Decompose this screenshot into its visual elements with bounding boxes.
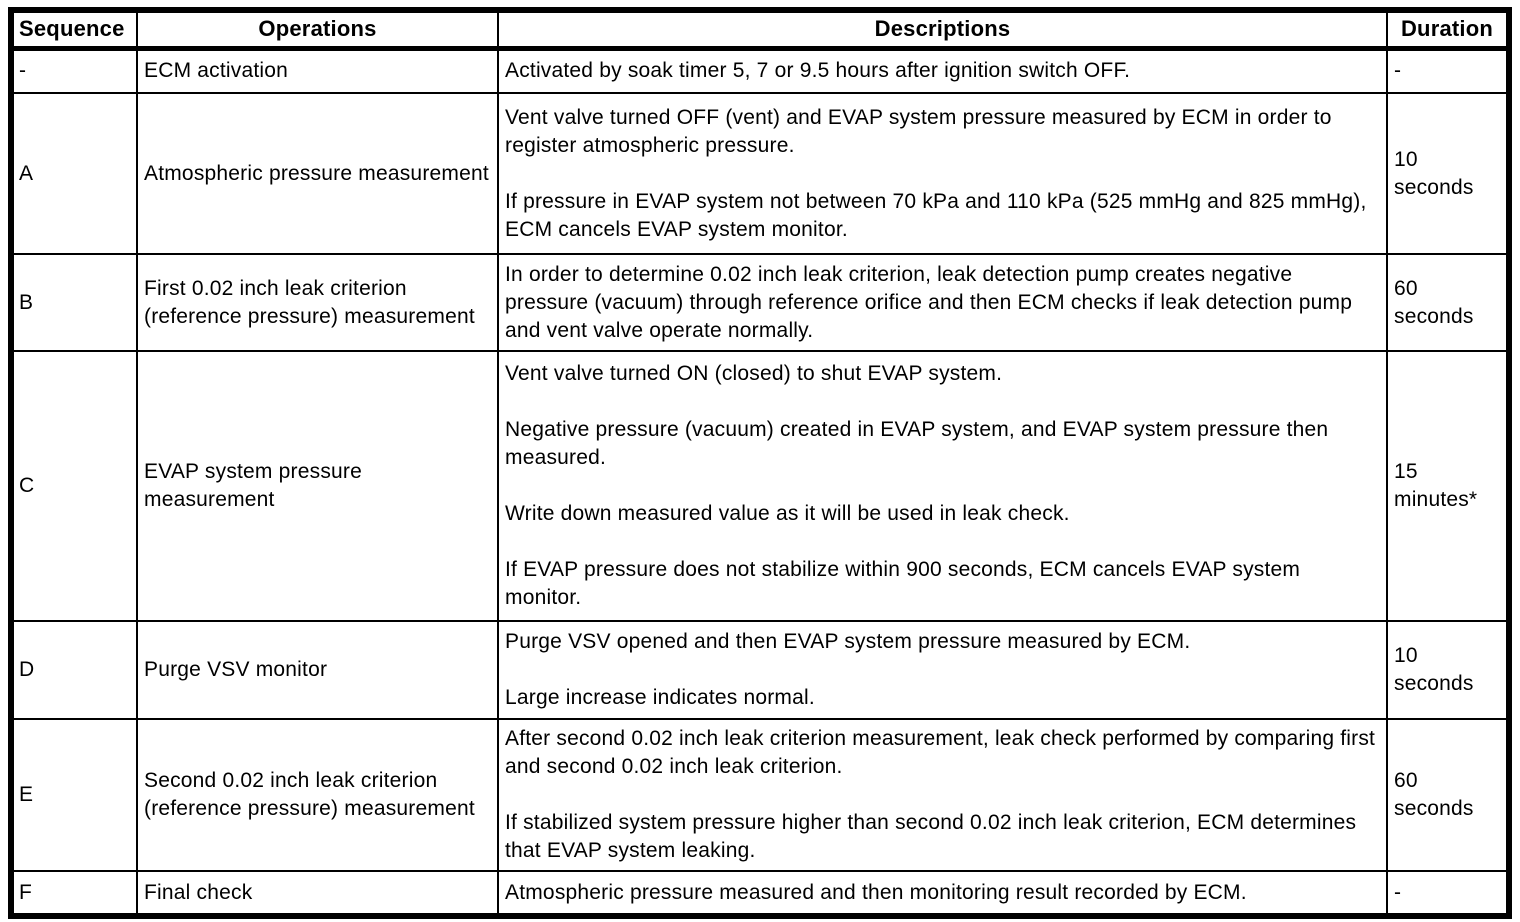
description-paragraph: Negative pressure (vacuum) created in EV… [505, 418, 1329, 469]
sequence-cell: B [10, 253, 138, 352]
duration-cell: 10 seconds [1386, 620, 1510, 720]
descriptions-cell: Vent valve turned ON (closed) to shut EV… [497, 350, 1388, 622]
sequence-cell: C [10, 350, 138, 622]
column-header-duration: Duration [1386, 9, 1510, 51]
column-header-descriptions: Descriptions [497, 9, 1388, 51]
operations-cell: Purge VSV monitor [136, 620, 499, 720]
description-paragraph: Atmospheric pressure measured and then m… [505, 880, 1247, 904]
operations-cell: Second 0.02 inch leak criterion (referen… [136, 718, 499, 872]
descriptions-cell: In order to determine 0.02 inch leak cri… [497, 253, 1388, 352]
duration-cell: 15 minutes* [1386, 350, 1510, 622]
table-row: - ECM activation Activated by soak timer… [10, 47, 1510, 94]
header-row: Sequence Operations Descriptions Duratio… [10, 9, 1510, 51]
column-header-sequence: Sequence [10, 9, 138, 51]
sequence-cell: F [10, 870, 138, 917]
description-paragraph: In order to determine 0.02 inch leak cri… [505, 262, 1353, 342]
operations-cell: Atmospheric pressure measurement [136, 92, 499, 255]
descriptions-cell: Purge VSV opened and then EVAP system pr… [497, 620, 1388, 720]
column-header-operations: Operations [136, 9, 499, 51]
description-paragraph: Large increase indicates normal. [505, 686, 815, 709]
description-paragraph: Purge VSV opened and then EVAP system pr… [505, 630, 1191, 653]
sequence-cell: E [10, 718, 138, 872]
descriptions-cell: Activated by soak timer 5, 7 or 9.5 hour… [497, 47, 1388, 94]
duration-cell: 10 seconds [1386, 92, 1510, 255]
description-paragraph: Write down measured value as it will be … [505, 502, 1070, 525]
table-row: F Final check Atmospheric pressure measu… [10, 870, 1510, 917]
evap-monitor-sequence-table: Sequence Operations Descriptions Duratio… [8, 7, 1512, 919]
descriptions-cell: Vent valve turned OFF (vent) and EVAP sy… [497, 92, 1388, 255]
description-paragraph: If EVAP pressure does not stabilize with… [505, 558, 1301, 609]
operations-cell: ECM activation [136, 47, 499, 94]
description-paragraph: Activated by soak timer 5, 7 or 9.5 hour… [505, 59, 1131, 83]
table-row: C EVAP system pressure measurement Vent … [10, 350, 1510, 622]
description-paragraph: Vent valve turned ON (closed) to shut EV… [505, 362, 1003, 385]
operations-cell: EVAP system pressure measurement [136, 350, 499, 622]
sequence-cell: A [10, 92, 138, 255]
table-row: A Atmospheric pressure measurement Vent … [10, 92, 1510, 255]
table-row: B First 0.02 inch leak criterion (refere… [10, 253, 1510, 352]
description-paragraph: Vent valve turned OFF (vent) and EVAP sy… [505, 105, 1332, 157]
sequence-cell: D [10, 620, 138, 720]
table-row: D Purge VSV monitor Purge VSV opened and… [10, 620, 1510, 720]
descriptions-cell: After second 0.02 inch leak criterion me… [497, 718, 1388, 872]
duration-cell: - [1386, 47, 1510, 94]
description-paragraph: If stabilized system pressure higher tha… [505, 811, 1357, 862]
operations-cell: Final check [136, 870, 499, 917]
description-paragraph: After second 0.02 inch leak criterion me… [505, 727, 1376, 778]
table-row: E Second 0.02 inch leak criterion (refer… [10, 718, 1510, 872]
description-paragraph: If pressure in EVAP system not between 7… [505, 189, 1367, 241]
duration-cell: 60 seconds [1386, 253, 1510, 352]
duration-cell: - [1386, 870, 1510, 917]
sequence-cell: - [10, 47, 138, 94]
descriptions-cell: Atmospheric pressure measured and then m… [497, 870, 1388, 917]
operations-cell: First 0.02 inch leak criterion (referenc… [136, 253, 499, 352]
duration-cell: 60 seconds [1386, 718, 1510, 872]
